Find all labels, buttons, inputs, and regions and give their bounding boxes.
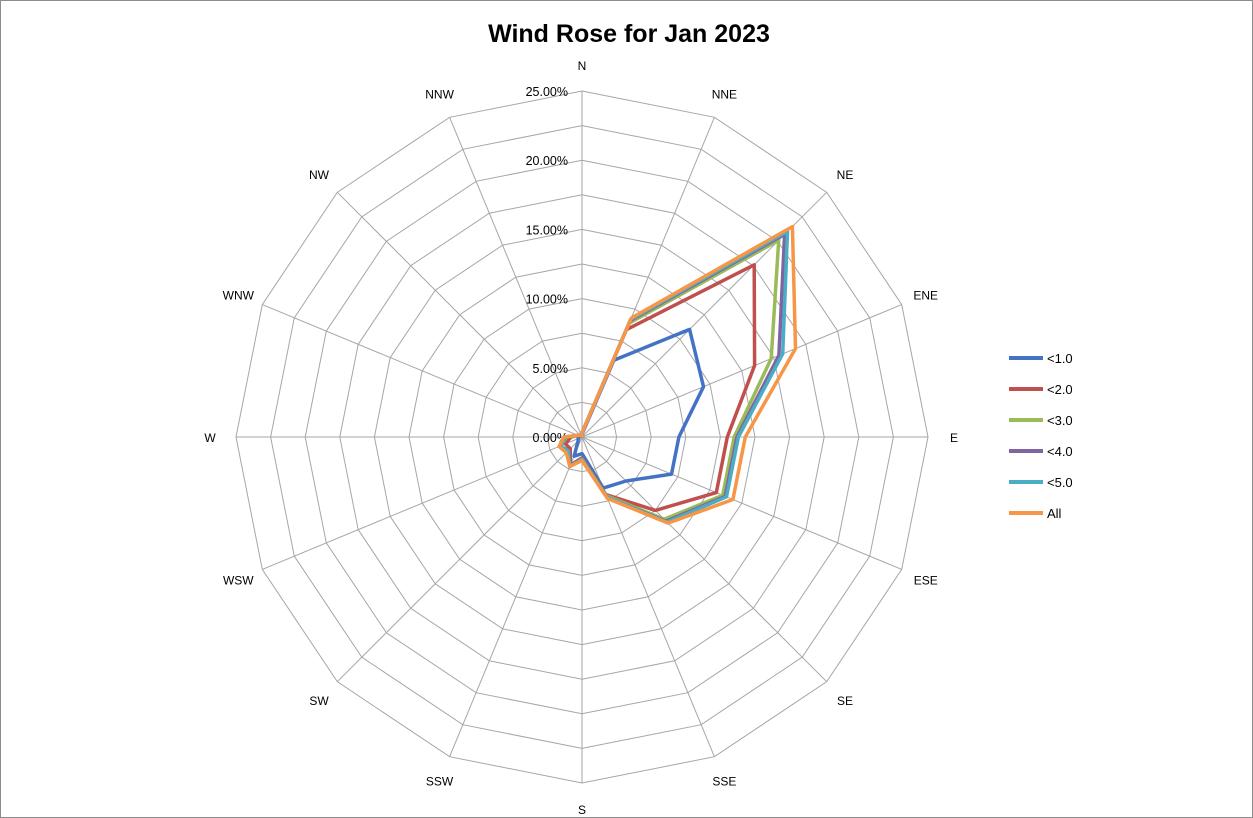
legend-label-2: <3.0 — [1047, 413, 1073, 428]
spoke-ese — [581, 436, 902, 570]
direction-label-sw: SW — [309, 694, 329, 708]
legend-label-3: <4.0 — [1047, 444, 1073, 459]
radial-tick-label: 10.00% — [526, 293, 568, 307]
legend-label-0: <1.0 — [1047, 351, 1073, 366]
spoke-wsw — [262, 436, 583, 570]
series-lines — [557, 224, 798, 525]
direction-label-sse: SSE — [712, 775, 736, 789]
radial-tick-label: 25.00% — [526, 85, 568, 99]
chart-title: Wind Rose for Jan 2023 — [488, 20, 770, 48]
spoke-wnw — [262, 304, 583, 438]
direction-label-nne: NNE — [712, 87, 737, 101]
legend-label-5: All — [1047, 506, 1062, 521]
legend-label-1: <2.0 — [1047, 382, 1073, 397]
direction-label-nnw: NNW — [425, 87, 454, 101]
series-line-5 — [557, 224, 798, 525]
spoke-ssw — [449, 436, 583, 757]
direction-label-ne: NE — [837, 168, 854, 182]
radial-tick-label: 20.00% — [526, 154, 568, 168]
radial-tick-label: 15.00% — [526, 223, 568, 237]
direction-labels: N NNE NE ENE E ESE SE SSE S SSW SW WSW W WNW NW NNW — [204, 59, 958, 817]
direction-label-ene: ENE — [913, 289, 938, 303]
direction-label-e: E — [950, 431, 958, 445]
radial-tick-labels: 0.00% 5.00% 10.00% 15.00% 20.00% 25.00% — [526, 85, 568, 445]
direction-label-wnw: WNW — [223, 289, 255, 303]
spoke-ene — [581, 304, 902, 438]
direction-label-s: S — [578, 803, 586, 817]
legend: <1.0 <2.0 <3.0 <4.0 <5.0 All — [1009, 351, 1073, 521]
spoke-se — [581, 436, 828, 683]
direction-label-n: N — [578, 59, 587, 73]
spoke-nw — [336, 191, 583, 438]
radial-tick-label: 0.00% — [533, 431, 568, 445]
spoke-sw — [336, 436, 583, 683]
direction-label-wsw: WSW — [223, 573, 254, 587]
legend-label-4: <5.0 — [1047, 475, 1073, 490]
radial-tick-label: 5.00% — [533, 362, 568, 376]
spoke-nnw — [449, 117, 583, 438]
direction-label-w: W — [204, 431, 216, 445]
direction-label-ese: ESE — [914, 573, 938, 587]
direction-label-nw: NW — [309, 168, 330, 182]
direction-label-se: SE — [837, 694, 853, 708]
direction-label-ssw: SSW — [426, 775, 454, 789]
